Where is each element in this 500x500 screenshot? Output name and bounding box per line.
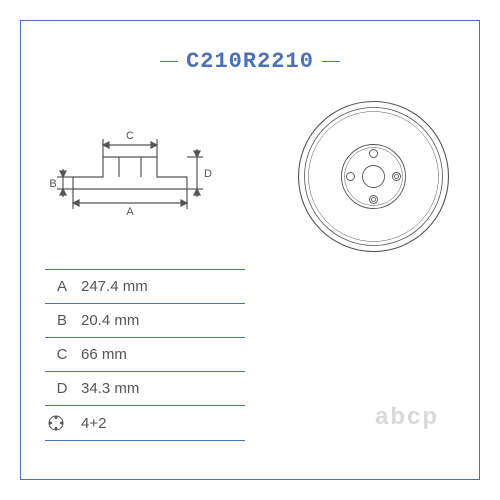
spec-label: D [45,372,79,406]
spec-row: C66 mm [45,338,245,372]
bolt-pattern-icon [45,406,79,441]
spec-row: A247.4 mm [45,270,245,304]
title-row: C210R2210 [21,49,479,74]
spec-row: D34.3 mm [45,372,245,406]
spec-label: A [45,270,79,304]
dim-label-b: B [49,178,56,190]
diagram-row: A C B [21,99,479,249]
spec-table: A247.4 mmB20.4 mmC66 mmD34.3 mm4+2 [45,269,245,441]
part-number: C210R2210 [178,49,322,74]
spec-value: 66 mm [79,338,245,372]
spec-label: B [45,304,79,338]
title-rule-left [160,61,178,62]
profile-view: A C B [45,109,215,229]
bolt-pattern-value: 4+2 [79,406,245,441]
watermark: abcp [375,403,439,431]
dim-label-d: D [204,168,212,180]
spec-value: 20.4 mm [79,304,245,338]
spec-value: 247.4 mm [79,270,245,304]
spec-row: B20.4 mm [45,304,245,338]
spec-sheet: C210R2210 A [20,20,480,480]
title-rule-right [322,61,340,62]
face-view [296,99,451,254]
spec-label: C [45,338,79,372]
dim-label-a: A [126,206,134,218]
dim-label-c: C [126,130,134,142]
spec-value: 34.3 mm [79,372,245,406]
spec-row-boltpattern: 4+2 [45,406,245,441]
